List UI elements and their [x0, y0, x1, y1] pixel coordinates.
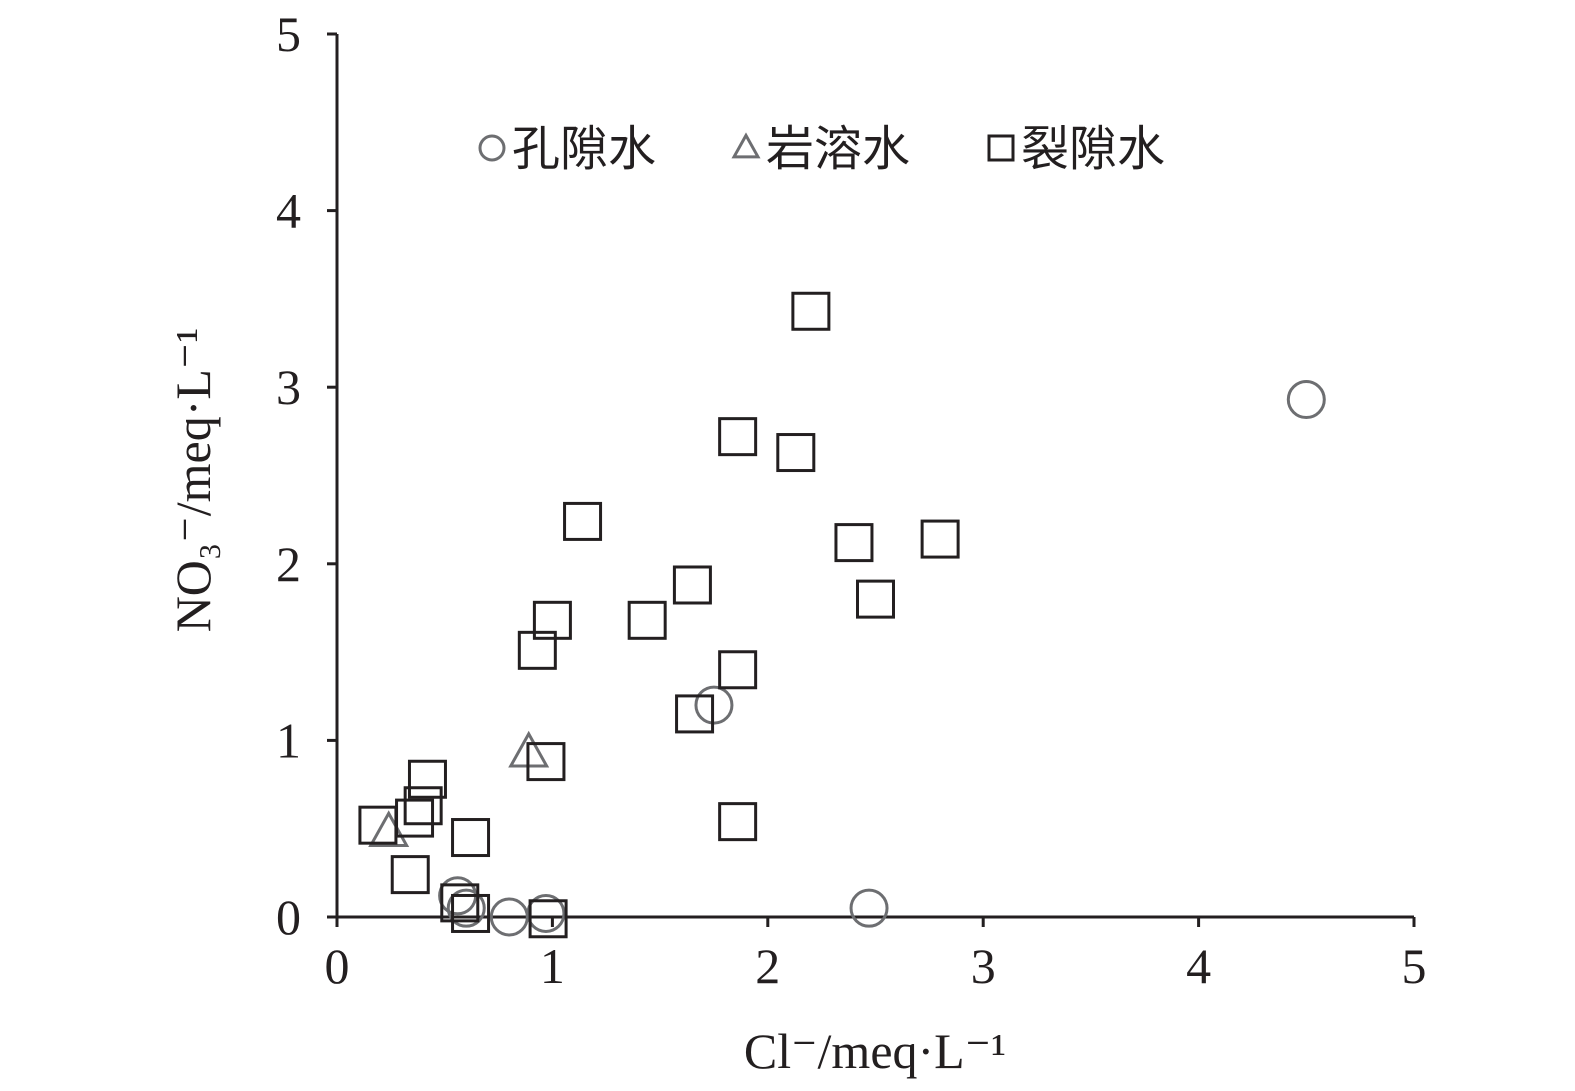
x-tick-label: 3 [971, 938, 996, 994]
data-marks [358, 291, 1326, 939]
square-point [517, 630, 557, 670]
square-point [532, 600, 572, 640]
square-point [528, 899, 568, 939]
y-axis-title: NO₃⁻/meq·L⁻¹ [165, 328, 221, 633]
legend-square-icon [987, 134, 1015, 162]
square-point [718, 650, 758, 690]
circle-point [1286, 380, 1326, 420]
triangle-point [368, 810, 410, 847]
square-point [776, 433, 816, 473]
square-point [403, 786, 443, 826]
x-tick-label: 0 [325, 938, 350, 994]
square-point [675, 694, 715, 734]
legend-circle-icon [478, 134, 506, 162]
circle-point [849, 888, 889, 928]
square-point [407, 759, 447, 799]
square-point [856, 579, 895, 619]
ticks: 0 1 2 3 4 5 0 1 2 3 4 5 [276, 6, 1427, 994]
square-point [672, 565, 712, 605]
square-point [920, 519, 960, 559]
y-tick-label: 4 [276, 183, 301, 239]
x-tick-label: 2 [755, 938, 780, 994]
square-point [718, 417, 758, 457]
square-point [526, 742, 566, 782]
square-point [791, 291, 831, 331]
y-tick-label: 2 [276, 536, 301, 592]
square-point [834, 523, 874, 563]
square-point [395, 798, 435, 838]
legend: 孔隙水 岩溶水 裂隙水 [478, 121, 1165, 177]
y-tick-label: 5 [276, 6, 301, 62]
legend-label: 岩溶水 [766, 121, 910, 177]
y-tick-label: 3 [276, 359, 301, 415]
circle-point [446, 888, 486, 928]
x-tick-label: 5 [1402, 938, 1427, 994]
y-tick-label: 1 [276, 712, 301, 768]
axes [335, 34, 1414, 919]
x-tick-label: 1 [540, 938, 565, 994]
legend-label: 孔隙水 [512, 121, 656, 177]
square-point [718, 802, 758, 842]
square-point [563, 501, 603, 541]
legend-label: 裂隙水 [1021, 121, 1165, 177]
circle-point [526, 893, 566, 933]
x-axis-title: Cl⁻/meq·L⁻¹ [744, 1023, 1006, 1079]
square-point [451, 818, 491, 858]
square-point [451, 893, 491, 933]
square-point [440, 883, 480, 923]
y-tick-label: 0 [276, 889, 301, 945]
square-point [390, 855, 430, 895]
legend-triangle-icon [731, 132, 761, 159]
x-tick-label: 4 [1186, 938, 1211, 994]
square-point [627, 600, 667, 640]
square-point [358, 805, 398, 845]
